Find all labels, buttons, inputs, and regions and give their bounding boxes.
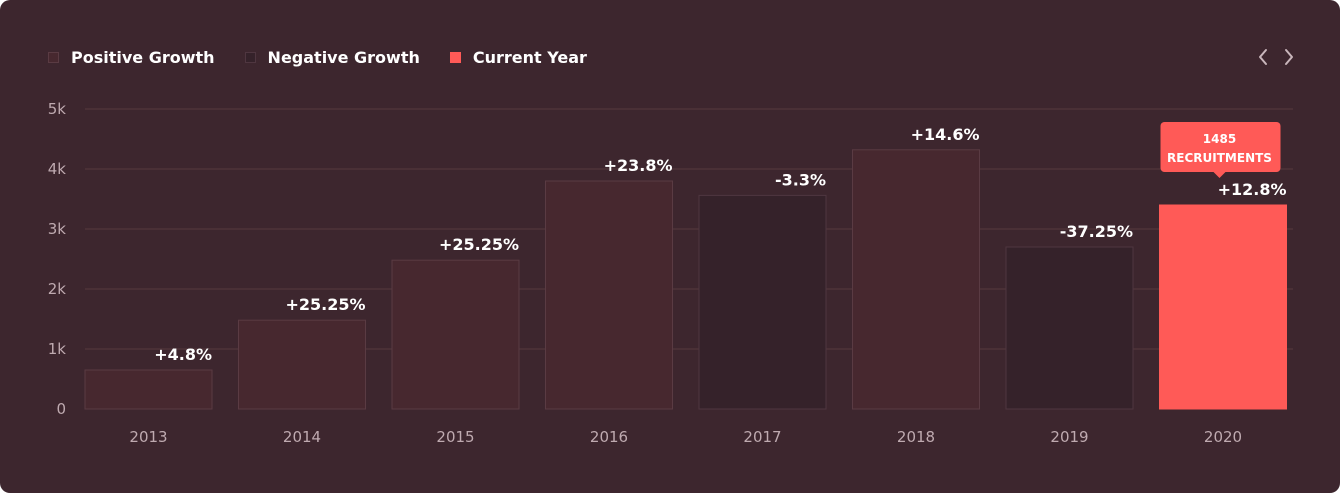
bar-2018 [852, 149, 980, 410]
growth-label: +4.8% [154, 345, 212, 364]
bar-2015 [391, 259, 520, 410]
tooltip-pointer [1213, 172, 1226, 178]
legend-swatch-negative [244, 51, 256, 63]
x-tick-label: 2013 [129, 428, 167, 446]
y-tick-label: 2k [48, 280, 67, 298]
x-tick-label: 2020 [1204, 428, 1242, 446]
x-tick-label: 2015 [436, 428, 474, 446]
next-button[interactable] [1278, 44, 1300, 70]
growth-label: +14.6% [911, 125, 980, 144]
legend-item-negative-growth[interactable]: Negative Growth [244, 47, 420, 67]
y-tick-label: 4k [48, 160, 67, 178]
growth-label: +25.25% [439, 235, 519, 254]
bar-2016 [545, 180, 673, 410]
legend-item-positive-growth[interactable]: Positive Growth [48, 48, 215, 67]
growth-label: -3.3% [775, 170, 826, 189]
x-tick-label: 2019 [1050, 428, 1088, 446]
bar-2014 [238, 319, 366, 410]
growth-label: -37.25% [1060, 222, 1133, 241]
legend-swatch-positive [48, 51, 59, 63]
y-tick-label: 1k [48, 340, 67, 358]
legend: Positive Growth Negative Growth Current … [48, 46, 617, 68]
legend-label-negative: Negative Growth [267, 47, 420, 67]
tooltip-box [1160, 122, 1281, 172]
y-tick-label: 0 [56, 400, 66, 418]
growth-label: +23.8% [604, 156, 673, 175]
y-tick-label: 5k [48, 100, 67, 118]
bar-2013 [84, 369, 213, 410]
x-tick-label: 2016 [590, 428, 628, 446]
y-tick-label: 3k [48, 220, 67, 238]
x-tick-label: 2018 [897, 428, 935, 446]
x-tick-label: 2014 [283, 428, 321, 446]
legend-label-current: Current Year [472, 47, 587, 67]
chart-navigation [1248, 44, 1300, 70]
bar-2019 [1005, 246, 1134, 410]
tooltip-value: 1485 [1203, 132, 1236, 146]
x-tick-label: 2017 [743, 428, 781, 446]
prev-button[interactable] [1252, 44, 1274, 70]
tooltip-label: RECRUITMENTS [1167, 151, 1272, 165]
legend-label-positive: Positive Growth [71, 47, 215, 67]
chevron-left-icon [1259, 49, 1267, 65]
legend-item-current-year[interactable]: Current Year [449, 47, 587, 67]
bar-2017 [698, 194, 827, 410]
growth-label: +25.25% [285, 295, 365, 314]
legend-swatch-current [449, 51, 461, 63]
bar-2020 [1159, 204, 1287, 410]
chevron-right-icon [1285, 49, 1293, 65]
growth-label: +12.8% [1218, 180, 1287, 199]
